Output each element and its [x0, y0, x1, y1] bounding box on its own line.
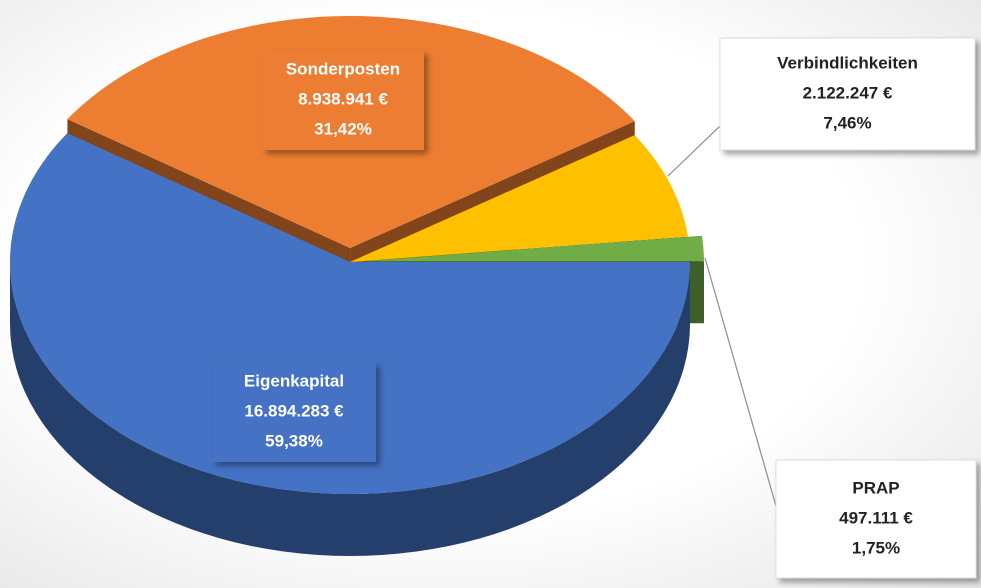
pie-slice: [363, 235, 704, 262]
data-label: 1,75%: [852, 538, 900, 557]
label-box: [212, 362, 376, 462]
pie-slice: [9, 133, 690, 495]
data-label: 2.122.247 €: [803, 83, 893, 102]
data-label: Eigenkapital: [244, 371, 344, 390]
label-box: [262, 50, 424, 150]
label-box: [775, 459, 977, 579]
data-label: 7,46%: [823, 113, 871, 132]
pie-slice: [350, 135, 688, 262]
data-label: 16.894.283 €: [244, 401, 344, 420]
slice-side: [10, 262, 690, 556]
data-label: 8.938.941 €: [298, 89, 388, 108]
data-label: 59,38%: [265, 431, 323, 450]
label-box: [719, 37, 976, 151]
data-label: PRAP: [852, 478, 899, 497]
labels: Eigenkapital 16.894.283 € 59,38% Sonderpost…: [212, 37, 977, 579]
data-label: 497.111 €: [839, 508, 913, 527]
data-label: Verbindlichkeiten: [777, 53, 918, 72]
data-label: Sonderposten: [286, 59, 400, 78]
data-label: 31,42%: [314, 119, 372, 138]
